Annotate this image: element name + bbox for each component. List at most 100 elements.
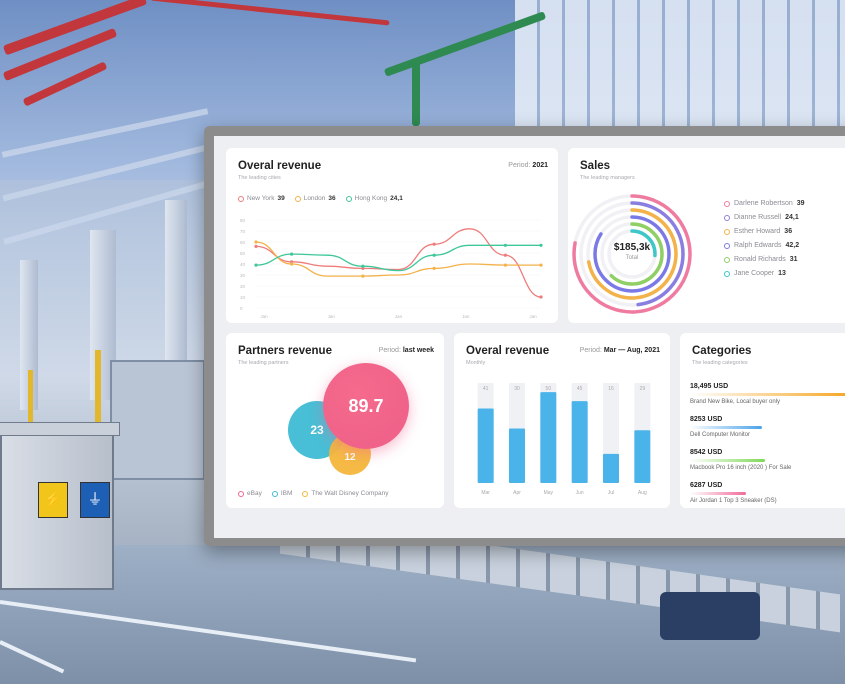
category-item: 18,495 USD Brand New Bike, Local buyer on… — [690, 383, 845, 405]
sales-legend-item: Dianne Russell 24,1 — [724, 214, 805, 221]
assembly-machine — [110, 360, 205, 480]
bar — [603, 453, 619, 483]
partners-legend: eBay IBM The Walt Disney Company — [238, 490, 388, 497]
categories-card: Categories The leading categories 18,495… — [680, 333, 845, 508]
ground-icon: ⏚ — [87, 491, 103, 508]
sales-legend-item: Darlene Robertson 39 — [724, 200, 805, 207]
series-line — [255, 244, 541, 272]
category-value: 8542 USD — [690, 449, 723, 456]
ring-arc — [579, 201, 685, 307]
manager-value: 39 — [796, 200, 805, 207]
yellow-rail — [95, 350, 101, 440]
manager-value: 36 — [784, 228, 793, 235]
data-point — [254, 263, 258, 267]
category-bar-track — [690, 459, 845, 462]
category-item: 8253 USD Dell Computer Monitor — [690, 416, 845, 438]
legend-dot — [302, 490, 309, 497]
category-item: 8542 USD Macbook Pro 16 inch (2020 ) For … — [690, 449, 845, 471]
period-label: Period: — [508, 162, 531, 169]
x-tick-label: Jan — [328, 314, 336, 319]
card-subtitle: The leading cities — [238, 175, 281, 181]
x-tick-label: Jan — [260, 314, 268, 319]
dashboard-screen: Overal revenue The leading cities Period… — [214, 136, 845, 538]
category-name: Dell Computer Monitor — [690, 432, 751, 438]
window-wall — [515, 0, 845, 135]
manager-name: Ronald Richards — [734, 256, 786, 263]
bar-category-label: Apr — [513, 490, 521, 496]
y-tick-label: 70 — [240, 229, 246, 234]
manager-name: Darlene Robertson — [734, 200, 793, 207]
card-subtitle: Monthly — [466, 360, 486, 366]
data-point — [361, 274, 365, 278]
legend-label: IBM — [280, 490, 293, 497]
card-subtitle: The leading partners — [238, 360, 289, 366]
data-point — [432, 266, 436, 270]
bar-category-label: Jul — [608, 490, 614, 496]
ring-arc — [586, 208, 678, 300]
series-line — [255, 228, 542, 298]
donut-total-value: $185,3k — [613, 242, 651, 253]
legend-value: 36 — [328, 195, 336, 202]
legend-value: 39 — [277, 195, 285, 202]
legend-dot — [271, 490, 278, 497]
legend-item: New York 39 — [238, 195, 285, 202]
period-label: Period: — [579, 347, 602, 354]
lightning-icon: ⚡ — [43, 491, 63, 508]
electrical-cabinet: ⚡ ⏚ — [0, 422, 120, 590]
x-tick-label: Jan — [395, 314, 403, 319]
period-value: Mar — Aug, 2021 — [603, 347, 660, 354]
period: Period: Mar — Aug, 2021 — [580, 347, 660, 354]
cabinet-top — [0, 422, 120, 436]
green-pipe — [412, 62, 420, 126]
card-title: Categories — [692, 345, 752, 357]
card-title: Sales — [580, 160, 611, 172]
legend-label: London — [303, 195, 326, 202]
manager-name: Dianne Russell — [734, 214, 782, 221]
legend-dot — [724, 256, 730, 263]
bar-value-label: 50 — [546, 386, 552, 392]
period: Period: 2021 — [508, 162, 548, 169]
data-point — [361, 266, 365, 270]
manager-value: 31 — [789, 256, 798, 263]
y-tick-label: 10 — [240, 295, 246, 300]
donut-total-label: Total — [625, 255, 639, 261]
card-title: Overal revenue — [238, 160, 322, 172]
line-chart: 80 70 60 50 40 30 20 10 0 Jan Jan Jan Jan Jan — [240, 218, 543, 319]
bar-category-label: Mar — [481, 490, 490, 496]
category-bar-track — [690, 492, 845, 495]
period-value: 2021 — [532, 162, 548, 169]
y-tick-label: 40 — [240, 262, 246, 267]
legend-label: The Walt Disney Company — [311, 490, 389, 497]
period-value: last week — [402, 347, 434, 354]
legend-item: Hong Kong 24,1 — [345, 195, 403, 202]
data-point — [290, 262, 294, 266]
legend-label: New York — [247, 195, 275, 202]
data-point — [539, 295, 543, 299]
data-point — [432, 242, 436, 246]
card-subtitle: The leading categories — [692, 360, 748, 366]
data-point — [290, 260, 294, 264]
line-legend: New York 39 London 36 Hong Kong 24,1 — [238, 195, 403, 202]
y-tick-label: 60 — [240, 240, 246, 245]
sales-legend-item: Jane Cooper 13 — [724, 270, 805, 277]
warning-sign: ⚡ — [38, 482, 68, 518]
categories-list: 18,495 USD Brand New Bike, Local buyer on… — [690, 383, 845, 515]
legend-item: The Walt Disney Company — [302, 490, 388, 497]
period-label: Period: — [378, 347, 401, 354]
legend-dot — [724, 270, 730, 277]
partners-card: Partners revenue The leading partners Pe… — [226, 333, 444, 508]
bar — [477, 408, 494, 483]
legend-item: London 36 — [294, 195, 336, 202]
category-name: Macbook Pro 16 inch (2020 ) For Sale — [690, 465, 792, 471]
bar-value-label: 29 — [640, 386, 646, 392]
bar-category-label: Aug — [638, 490, 647, 496]
manager-value: 13 — [778, 270, 786, 277]
legend-label: Hong Kong — [354, 195, 388, 202]
category-name: Brand New Bike, Local buyer only — [690, 399, 781, 405]
legend-dot — [724, 214, 730, 221]
y-tick-label: 20 — [240, 284, 246, 289]
y-tick-label: 30 — [240, 273, 246, 278]
column — [165, 200, 187, 400]
y-tick-label: 80 — [240, 218, 246, 223]
bar — [509, 428, 525, 483]
